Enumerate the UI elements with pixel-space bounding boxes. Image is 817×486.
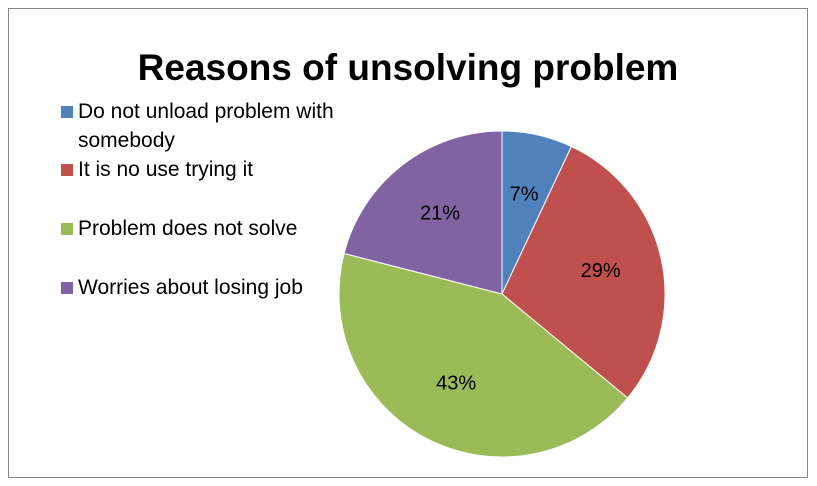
legend-item-losing-job: Worries about losing job <box>61 273 346 302</box>
chart-title: Reasons of unsolving problem <box>137 47 679 88</box>
slice-label-no-use-trying: 29% <box>581 260 621 282</box>
slice-label-do-not-unload: 7% <box>510 184 539 206</box>
legend-swatch-purple <box>61 282 73 294</box>
legend-label: Do not unload problem with somebody <box>78 100 334 152</box>
pie-slice-no-use-trying <box>501 145 666 399</box>
legend-item-do-not-unload: Do not unload problem with somebody <box>61 97 346 155</box>
legend-label: It is no use trying it <box>78 158 254 181</box>
slice-label-does-not-solve: 43% <box>436 372 476 394</box>
legend-swatch-green <box>61 223 73 235</box>
legend-item-does-not-solve: Problem does not solve <box>61 214 346 243</box>
pie-slice-losing-job <box>343 130 503 295</box>
chart-frame: Reasons of unsolving problem Do not unlo… <box>8 8 808 478</box>
legend-label: Worries about losing job <box>78 276 303 299</box>
legend-swatch-red <box>61 164 73 176</box>
legend-swatch-blue <box>61 106 73 118</box>
pie-chart: 7% 29% 43% 21% <box>338 130 666 458</box>
slice-label-losing-job: 21% <box>420 202 460 224</box>
legend-label: Problem does not solve <box>78 217 298 240</box>
legend-item-no-use-trying: It is no use trying it <box>61 155 346 184</box>
pie-slice-does-not-solve <box>338 252 629 458</box>
